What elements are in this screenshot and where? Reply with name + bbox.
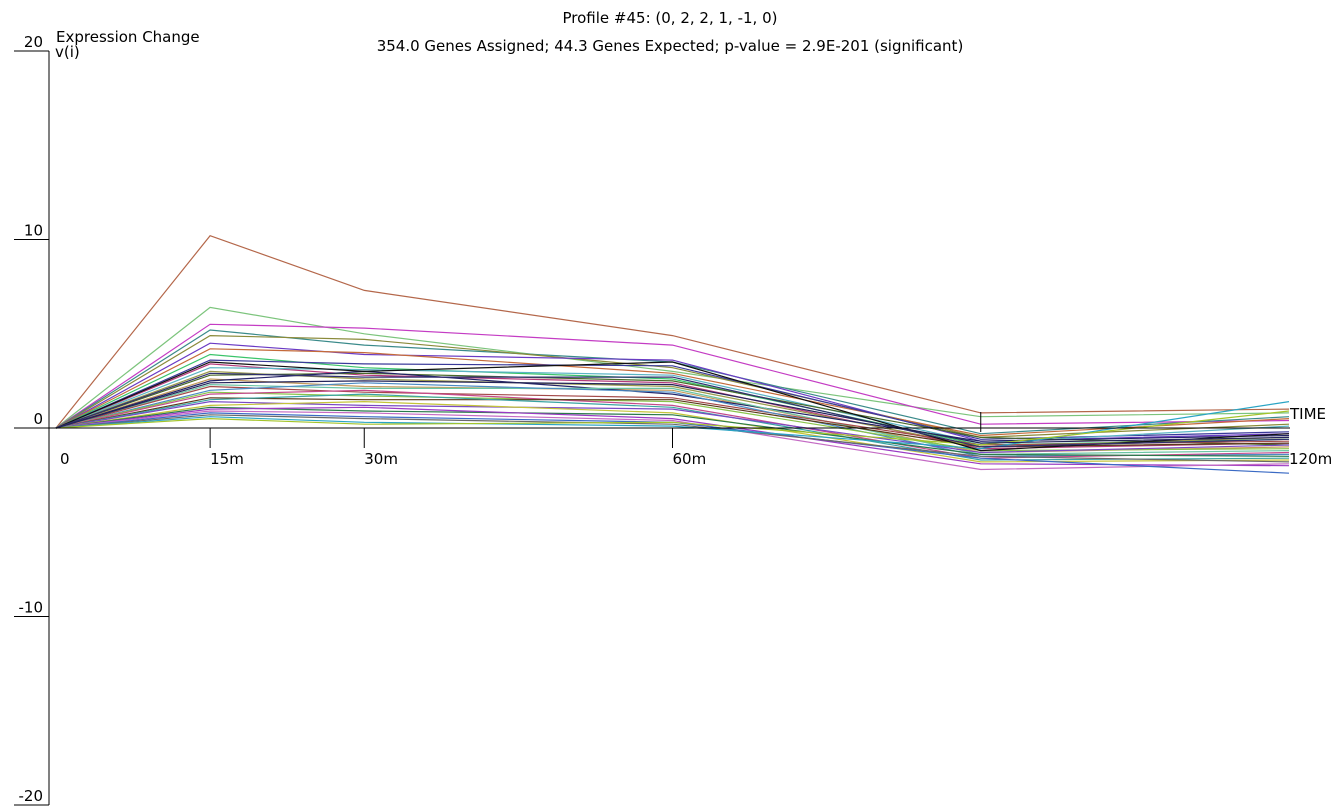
y-ticks: 20 10 0 -10 -20: [14, 33, 49, 806]
x-axis: 0 15m 30m 60m 120m: [49, 412, 1332, 468]
x-tick-label: 60m: [673, 450, 707, 468]
y-tick-label: -10: [19, 599, 44, 617]
y-tick-label: 20: [24, 33, 43, 51]
series-line-22: [55, 393, 1290, 461]
series-line-26: [55, 406, 1290, 467]
series-line-18: [55, 382, 1290, 457]
series-line-34: [55, 380, 1290, 444]
series-layer: [55, 234, 1290, 474]
series-line-7: [55, 348, 1290, 437]
series-line-16: [55, 383, 1290, 456]
series-line-17: [55, 385, 1290, 446]
x-tick-label: 30m: [364, 450, 398, 468]
series-line-27: [55, 410, 1290, 471]
series-line-19: [55, 391, 1290, 452]
y-tick-label: 10: [24, 222, 43, 240]
x-axis-label: TIME: [1289, 405, 1326, 423]
series-line-32: [55, 361, 1290, 452]
y-axis-sublabel: v(i): [55, 43, 80, 61]
series-line-28: [55, 412, 1290, 474]
series-line-24: [55, 400, 1290, 463]
series-line-2: [55, 306, 1290, 429]
series-line-31: [55, 410, 1290, 446]
y-axis-label: Expression Change: [56, 28, 200, 46]
y-tick-label: -20: [19, 787, 44, 805]
x-tick-label: 0: [60, 450, 70, 468]
series-line-29: [55, 414, 1290, 463]
x-tick-label: 120m: [1289, 450, 1332, 468]
series-line-5: [55, 334, 1290, 439]
y-tick-label: 0: [33, 410, 43, 428]
series-line-33: [55, 372, 1290, 448]
chart-title: Profile #45: (0, 2, 2, 1, -1, 0): [563, 9, 778, 27]
series-line-30: [55, 401, 1290, 450]
series-line-3: [55, 323, 1290, 429]
chart-subtitle: 354.0 Genes Assigned; 44.3 Genes Expecte…: [377, 37, 964, 55]
x-ticks: 0 15m 30m 60m 120m: [60, 412, 1332, 468]
x-tick-label: 15m: [210, 450, 244, 468]
series-line-9: [55, 359, 1290, 440]
y-axis: 20 10 0 -10 -20: [14, 33, 50, 806]
series-line-21: [55, 397, 1290, 448]
series-line-1: [55, 234, 1290, 429]
